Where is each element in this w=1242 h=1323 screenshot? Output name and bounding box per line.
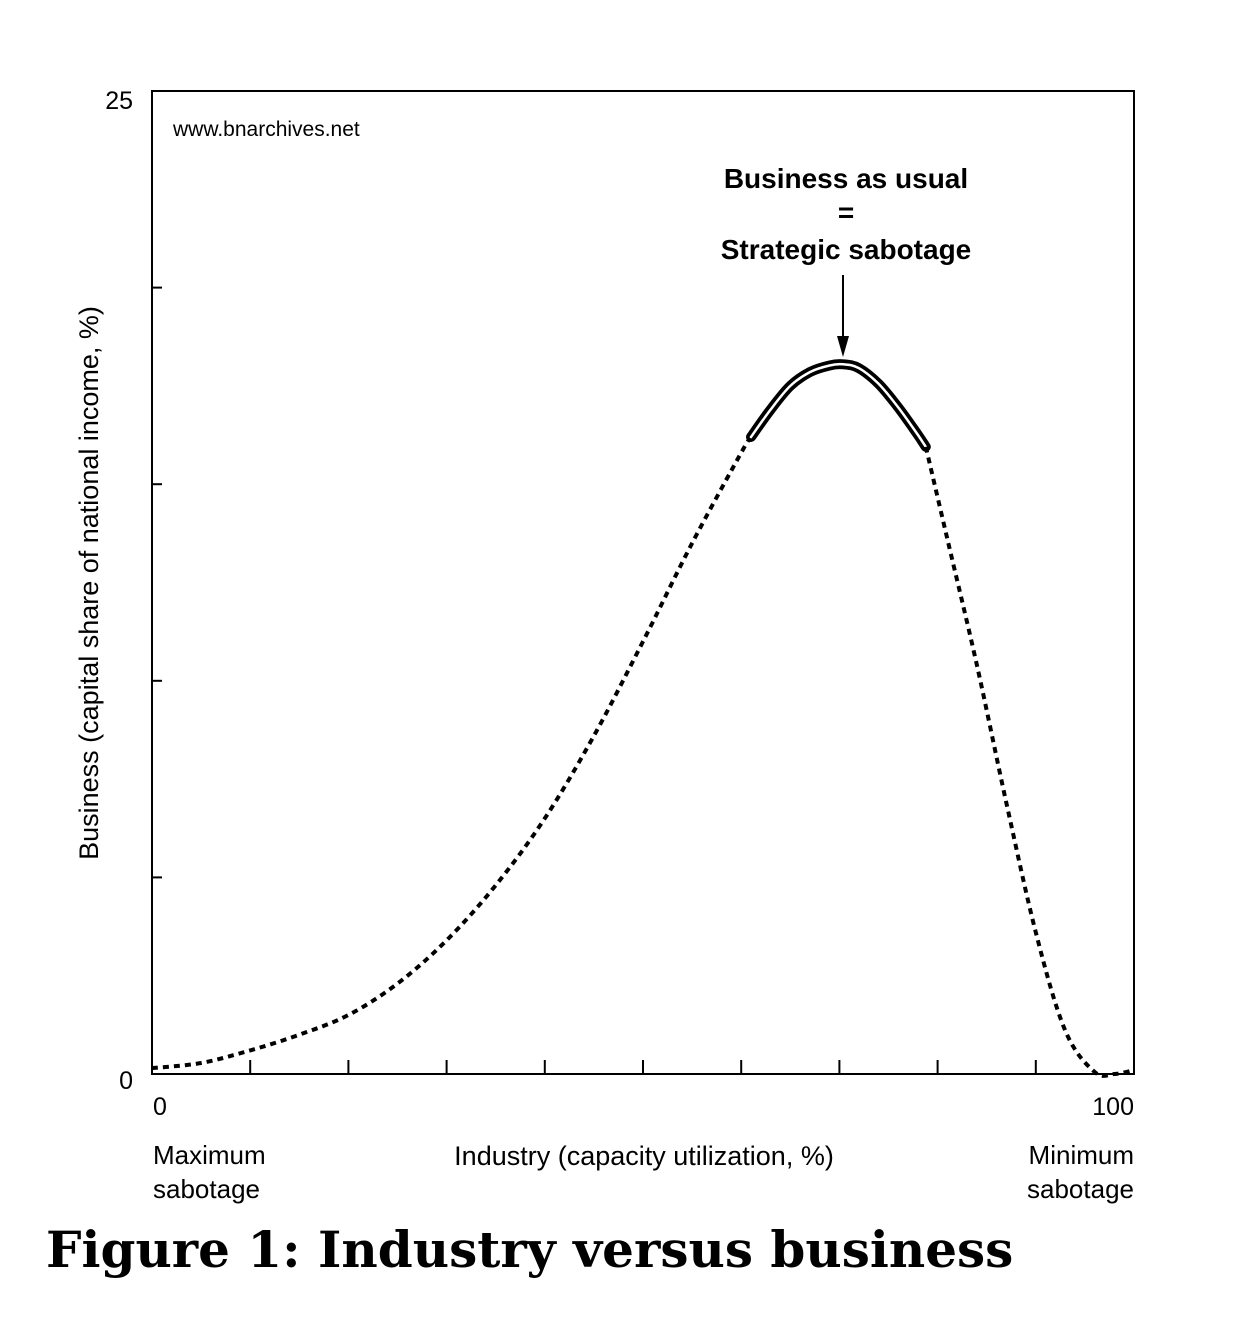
annotation-line-1: Business as usual [724, 163, 968, 194]
series-line-dotted-0 [151, 435, 753, 1071]
x-left-note-line-2: sabotage [153, 1174, 260, 1204]
axis-ticks [151, 90, 1135, 1075]
series-line-bold-core [749, 362, 928, 449]
watermark-text: www.bnarchives.net [172, 118, 360, 141]
x-right-note-line-2: sabotage [1027, 1174, 1134, 1204]
y-tick-label-top: 25 [105, 87, 133, 115]
x-tick-label-left: 0 [153, 1093, 167, 1121]
y-axis-label: Business (capital share of national inco… [74, 306, 104, 860]
plot-frame [151, 90, 1135, 1075]
x-tick-label-right: 100 [1092, 1093, 1134, 1121]
x-left-note-line-1: Maximum [153, 1140, 266, 1170]
series-line-dotted-2 [923, 446, 1135, 1078]
annotation-line-3: Strategic sabotage [721, 234, 972, 265]
figure-caption: Figure 1: Industry versus business [46, 1220, 1014, 1279]
data-series [151, 359, 1135, 1078]
x-right-note-line-1: Minimum [1029, 1140, 1134, 1170]
annotation-line-2: = [838, 197, 854, 228]
x-axis-label: Industry (capacity utilization, %) [454, 1141, 834, 1171]
annotation-arrow [837, 275, 849, 357]
y-tick-label-bottom: 0 [119, 1067, 133, 1095]
series-line-bold-outline [746, 359, 931, 452]
